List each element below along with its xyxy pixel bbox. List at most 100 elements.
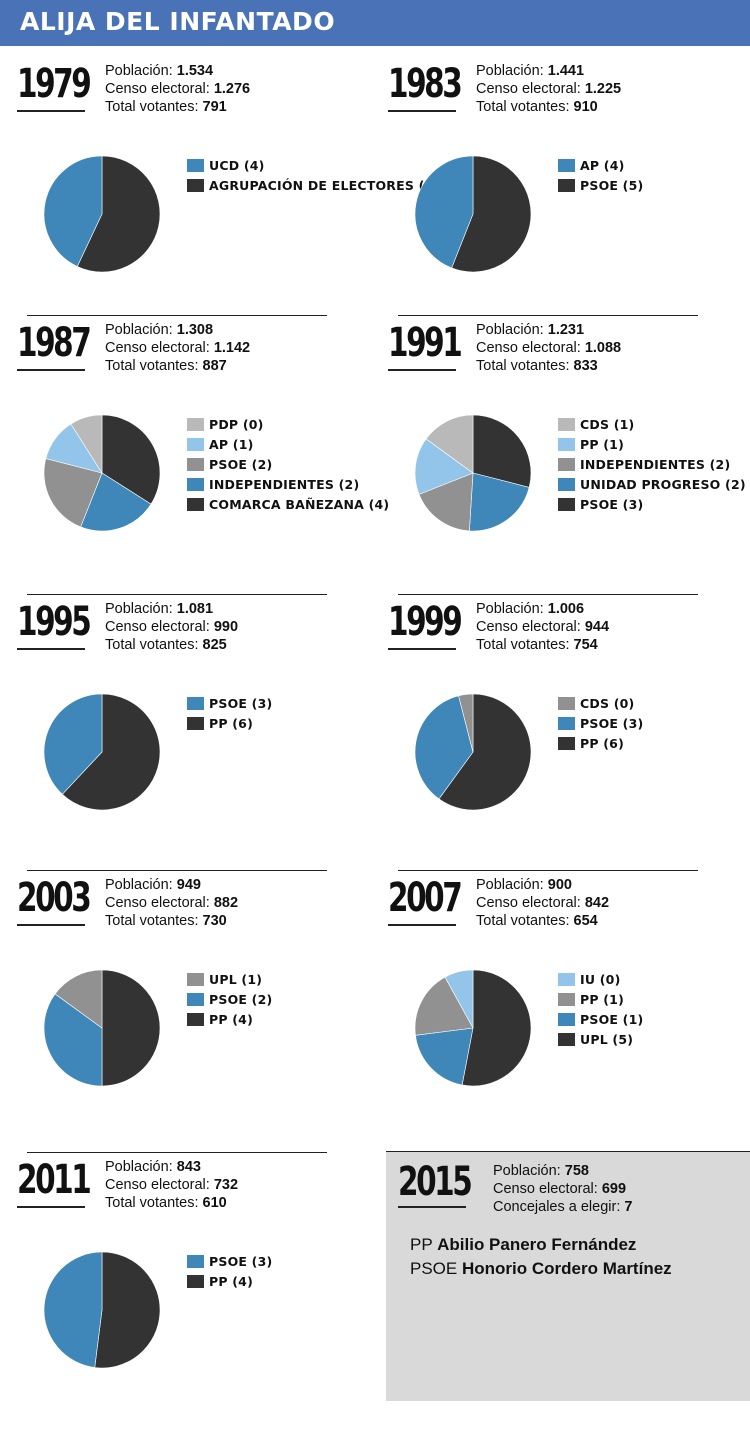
election-block-0: 1979 Población: 1.534 Censo electoral: 1.2… (17, 56, 439, 336)
legend-label: PSOE (5) (580, 177, 644, 193)
pie-slice (461, 969, 532, 1087)
legend-swatch (187, 457, 204, 471)
legend-label: PP (1) (580, 991, 624, 1007)
pie-chart (414, 693, 532, 811)
legend-swatch (558, 992, 575, 1006)
legend-swatch (187, 972, 204, 986)
pie-chart (43, 155, 161, 273)
legend-swatch (187, 696, 204, 710)
legend-swatch (187, 477, 204, 491)
chart-legend: UPL (1) PSOE (2) PP (4) (187, 969, 272, 1029)
census-line: Censo electoral: 1.142 (105, 340, 251, 356)
legend-label: UPL (5) (580, 1031, 634, 1047)
election-stats: Población: 843 Censo electoral: 732 Total … (105, 1158, 238, 1212)
legend-label: INDEPENDIENTES (2) (209, 476, 360, 492)
population-line: Población: 900 (476, 877, 572, 893)
year-label: 1987 (17, 320, 92, 366)
election-stats: Población: 758 Censo electoral: 699 Conc… (493, 1162, 632, 1216)
population-line: Población: 758 (493, 1163, 589, 1179)
legend-label: UCD (4) (209, 157, 265, 173)
legend-label: AGRUPACIÓN DE ELECTORES (5) (209, 177, 440, 193)
legend-swatch (187, 417, 204, 431)
legend-swatch (187, 158, 204, 172)
year-underline (388, 369, 456, 371)
election-stats: Población: 1.231 Censo electoral: 1.088 To… (476, 321, 621, 375)
election-block-4: 1995 Población: 1.081 Censo electoral: 990… (17, 594, 377, 874)
chart-legend: IU (0) PP (1) PSOE (1) UPL (5) (558, 969, 643, 1049)
chart-legend: AP (4) PSOE (5) (558, 155, 643, 195)
pie-slice (425, 414, 474, 474)
census-line: Censo electoral: 732 (105, 1177, 239, 1193)
legend-item: PP (6) (187, 713, 272, 733)
pie-slice (414, 976, 474, 1036)
election-block-7: 2007 Población: 900 Censo electoral: 842 To… (388, 870, 748, 1150)
pie-slice (76, 155, 161, 273)
legend-label: IU (0) (580, 971, 621, 987)
pie-chart (43, 414, 161, 532)
legend-item: PSOE (3) (558, 494, 746, 514)
voters-line: Total votantes: 654 (476, 913, 598, 929)
pie-slice (414, 155, 474, 269)
election-stats: Población: 900 Censo electoral: 842 Total … (476, 876, 609, 930)
legend-item: PP (4) (187, 1271, 272, 1291)
election-stats: Población: 1.441 Censo electoral: 1.225 To… (476, 62, 621, 116)
separator-line (27, 870, 327, 871)
year-underline (388, 648, 456, 650)
chart-legend: CDS (1) PP (1) INDEPENDIENTES (2) UNIDAD PR… (558, 414, 746, 514)
census-line: Censo electoral: 842 (476, 895, 610, 911)
legend-label: CDS (1) (580, 416, 635, 432)
voters-line: Total votantes: 610 (105, 1195, 227, 1211)
legend-swatch (558, 158, 575, 172)
legend-item: IU (0) (558, 969, 643, 989)
election-block-3: 1991 Población: 1.231 Censo electoral: 1.0… (388, 315, 748, 595)
legend-label: PP (1) (580, 436, 624, 452)
legend-label: COMARCA BAÑEZANA (4) (209, 496, 390, 512)
election-stats: Población: 1.534 Censo electoral: 1.276 To… (105, 62, 250, 116)
separator-line (398, 594, 698, 595)
voters-line: Total votantes: 887 (105, 358, 227, 374)
chart-legend: CDS (0) PSOE (3) PP (6) (558, 693, 643, 753)
pie-slice (451, 155, 532, 273)
legend-item: PSOE (3) (558, 713, 643, 733)
census-line: Censo electoral: 944 (476, 619, 610, 635)
legend-swatch (187, 1254, 204, 1268)
legend-label: PP (6) (580, 735, 624, 751)
pie-slice (43, 1251, 103, 1368)
census-line: Censo electoral: 882 (105, 895, 239, 911)
pie-slice (415, 1027, 474, 1086)
legend-item: CDS (0) (558, 693, 643, 713)
legend-swatch (187, 716, 204, 730)
legend-label: PP (4) (209, 1011, 253, 1027)
population-line: Población: 949 (105, 877, 201, 893)
chart-legend: UCD (4) AGRUPACIÓN DE ELECTORES (5) (187, 155, 439, 195)
election-block-8: 2011 Población: 843 Censo electoral: 732 To… (17, 1152, 377, 1432)
candidates-list: PP Abilio Panero Fernández PSOE Honorio … (410, 1233, 672, 1281)
election-block-6: 2003 Población: 949 Censo electoral: 882 To… (17, 870, 377, 1150)
pie-slice (61, 693, 161, 811)
election-block-2: 1987 Población: 1.308 Censo electoral: 1.1… (17, 315, 389, 595)
pie-slice (70, 414, 103, 475)
election-stats: Población: 1.081 Censo electoral: 990 Tota… (105, 600, 238, 654)
year-underline (17, 648, 85, 650)
year-underline (17, 924, 85, 926)
year-underline (388, 110, 456, 112)
chart-legend: PDP (0) AP (1) PSOE (2) INDEPENDIENTES (2) C… (187, 414, 389, 514)
year-underline (17, 110, 85, 112)
year-label: 2015 (398, 1159, 473, 1205)
page-title: ALIJA DEL INFANTADO (20, 7, 336, 36)
legend-swatch (187, 1274, 204, 1288)
election-block-1: 1983 Población: 1.441 Censo electoral: 1.2… (388, 56, 748, 336)
pie-slice (80, 472, 152, 532)
legend-label: UNIDAD PROGRESO (2) (580, 476, 746, 492)
pie-slice (469, 472, 530, 532)
legend-item: AP (1) (187, 434, 389, 454)
pie-slice (101, 969, 161, 1087)
candidate-pp: PP Abilio Panero Fernández (410, 1235, 637, 1254)
legend-swatch (558, 437, 575, 451)
population-line: Población: 1.534 (105, 63, 214, 79)
voters-line: Total votantes: 825 (105, 637, 227, 653)
census-line: Censo electoral: 1.088 (476, 340, 622, 356)
voters-line: Total votantes: 730 (105, 913, 227, 929)
legend-item: PP (1) (558, 434, 746, 454)
year-label: 2007 (388, 875, 463, 921)
